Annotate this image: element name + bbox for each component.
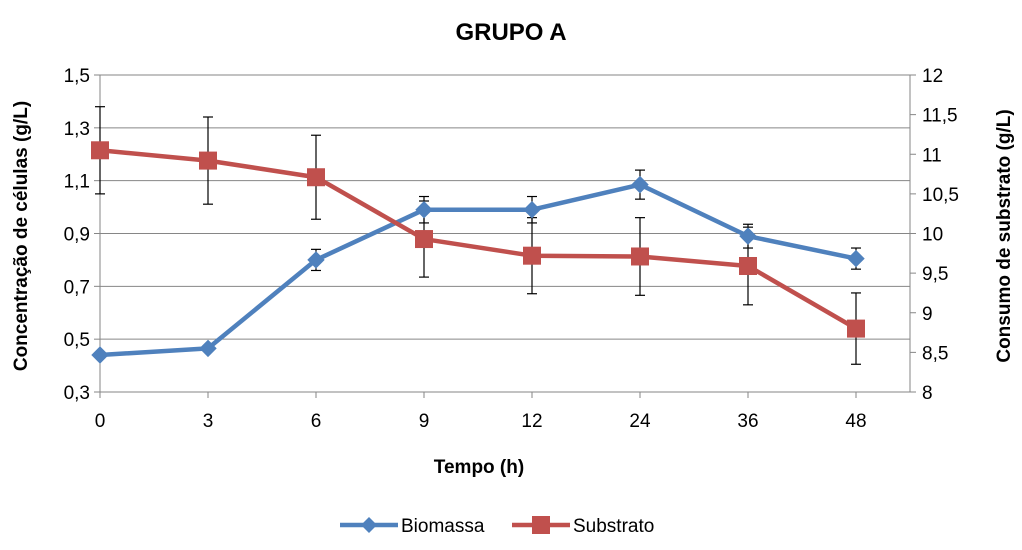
axes [94, 74, 916, 398]
right-tick-label: 8,5 [922, 343, 948, 364]
legend-marker [361, 517, 377, 533]
right-tick-label: 9 [922, 304, 933, 325]
data-point [415, 201, 433, 219]
left-tick-label: 0,5 [64, 330, 90, 351]
data-point [523, 246, 541, 265]
right-tick-label: 8 [922, 383, 933, 404]
data-point [523, 201, 541, 219]
right-axis-ticks: 8 8,5 9 9,5 10 10,5 11 11,5 12 [922, 66, 959, 404]
left-tick-label: 1,1 [64, 172, 90, 193]
x-tick-label: 9 [419, 411, 430, 432]
right-tick-label: 10 [922, 225, 943, 246]
data-point [847, 319, 865, 338]
data-point [739, 256, 757, 275]
left-tick-label: 0,7 [64, 277, 90, 298]
x-tick-label: 6 [311, 411, 322, 432]
left-tick-label: 1,3 [64, 119, 90, 140]
data-point [199, 339, 217, 358]
chart-title: GRUPO A [455, 19, 566, 46]
y-axis-left-label: Concentração de células (g/L) [11, 101, 32, 371]
x-tick-label: 12 [521, 411, 542, 432]
data-point [631, 247, 649, 266]
data-point [631, 175, 649, 194]
series-line-biomassa [99, 182, 857, 358]
series-markers [91, 141, 865, 364]
data-point [91, 346, 109, 364]
left-tick-label: 0,3 [64, 383, 90, 404]
x-tick-label: 48 [845, 411, 866, 432]
x-tick-label: 24 [629, 411, 651, 432]
x-axis-ticks: 0 3 6 9 12 24 36 48 [95, 411, 867, 432]
right-tick-label: 10,5 [922, 185, 959, 206]
x-tick-label: 36 [737, 411, 758, 432]
data-point [91, 141, 109, 160]
series-line-substrato [99, 148, 858, 331]
legend: Biomassa Substrato [340, 516, 654, 537]
x-axis-label: Tempo (h) [434, 457, 524, 478]
data-point [199, 151, 217, 170]
series-lines [99, 148, 858, 358]
data-point [307, 168, 325, 187]
x-tick-label: 3 [203, 411, 214, 432]
legend-label: Substrato [573, 516, 654, 537]
left-tick-label: 0,9 [64, 225, 90, 246]
left-tick-label: 1,5 [64, 66, 90, 87]
data-point [847, 249, 865, 268]
x-tick-label: 0 [95, 411, 106, 432]
y-axis-right-label: Consumo de substrato (g/L) [994, 109, 1015, 362]
left-axis-ticks: 0,3 0,5 0,7 0,9 1,1 1,3 1,5 [64, 66, 90, 404]
data-point [739, 227, 757, 245]
data-point [415, 230, 433, 249]
gridlines [100, 74, 910, 393]
legend-marker [532, 516, 550, 534]
right-tick-label: 11,5 [922, 106, 958, 127]
right-tick-label: 11 [922, 145, 942, 166]
data-point [307, 251, 325, 269]
right-tick-label: 9,5 [922, 264, 948, 285]
legend-label: Biomassa [401, 516, 485, 537]
right-tick-label: 12 [922, 66, 943, 87]
